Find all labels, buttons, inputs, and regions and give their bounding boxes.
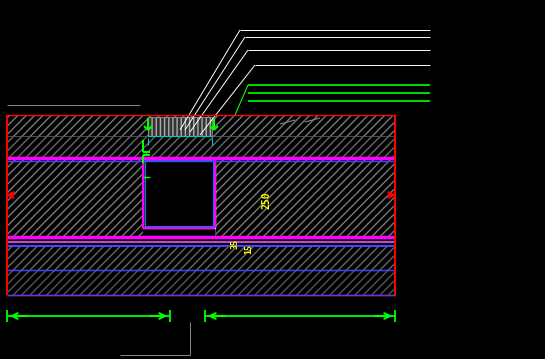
Bar: [7, 270, 395, 295]
Bar: [148, 117, 212, 136]
Text: 250: 250: [262, 191, 272, 209]
Polygon shape: [7, 158, 143, 237]
Bar: [7, 246, 395, 270]
Text: 15: 15: [244, 244, 253, 254]
Text: 35: 35: [231, 239, 240, 249]
Bar: [215, 158, 395, 237]
Bar: [7, 136, 395, 158]
Bar: [7, 295, 395, 327]
Bar: [7, 115, 395, 136]
Bar: [143, 158, 215, 228]
Bar: [143, 158, 215, 237]
Bar: [145, 160, 213, 226]
Bar: [7, 158, 143, 237]
